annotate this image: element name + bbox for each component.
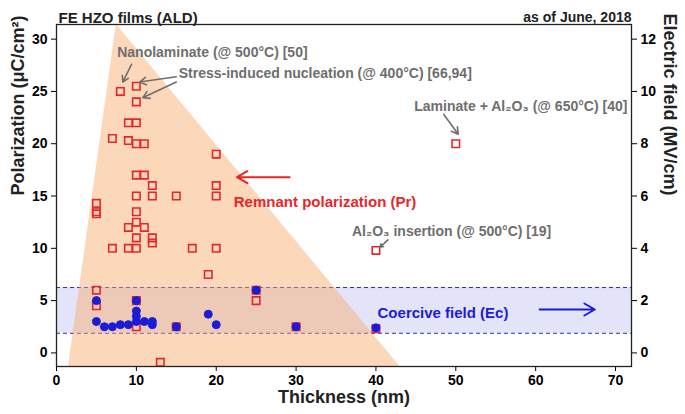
svg-text:4: 4 [641,240,649,256]
svg-text:6: 6 [641,188,649,204]
svg-text:Thickness (nm): Thickness (nm) [278,387,410,407]
svg-text:30: 30 [32,31,48,47]
svg-text:10: 10 [129,372,145,388]
svg-text:as of June, 2018: as of June, 2018 [523,9,631,25]
svg-text:10: 10 [32,240,48,256]
svg-text:15: 15 [32,188,48,204]
svg-text:0: 0 [53,372,61,388]
svg-text:Stress-induced nucleation (@ 4: Stress-induced nucleation (@ 400°C) [66,… [179,65,472,81]
svg-text:30: 30 [288,372,304,389]
svg-text:20: 20 [32,135,48,151]
svg-text:Electric field (MV/cm): Electric field (MV/cm) [660,13,680,195]
svg-text:40: 40 [368,372,384,389]
svg-text:Remnant polarization (Pr): Remnant polarization (Pr) [234,193,417,210]
svg-text:10: 10 [641,83,657,99]
svg-text:2: 2 [641,292,649,308]
svg-text:Polarization (μC/cm²): Polarization (μC/cm²) [8,15,28,195]
svg-text:Nanolaminate (@ 500°C) [50]: Nanolaminate (@ 500°C) [50] [117,44,307,60]
svg-text:8: 8 [641,135,649,151]
svg-text:Laminate + Al₂O₃ (@ 650°C) [40: Laminate + Al₂O₃ (@ 650°C) [40] [414,98,627,114]
svg-text:70: 70 [608,372,624,388]
svg-text:Coercive field (Ec): Coercive field (Ec) [378,304,509,321]
svg-text:12: 12 [641,31,657,47]
svg-text:Al₂O₃ insertion (@ 500°C) [19]: Al₂O₃ insertion (@ 500°C) [19] [352,223,551,239]
svg-text:FE HZO films (ALD): FE HZO films (ALD) [59,9,198,26]
svg-text:50: 50 [448,372,464,388]
svg-text:5: 5 [40,292,48,308]
svg-text:0: 0 [40,344,48,360]
svg-text:25: 25 [32,83,48,99]
svg-text:60: 60 [528,372,544,388]
svg-text:20: 20 [208,372,224,388]
svg-text:0: 0 [641,344,649,360]
